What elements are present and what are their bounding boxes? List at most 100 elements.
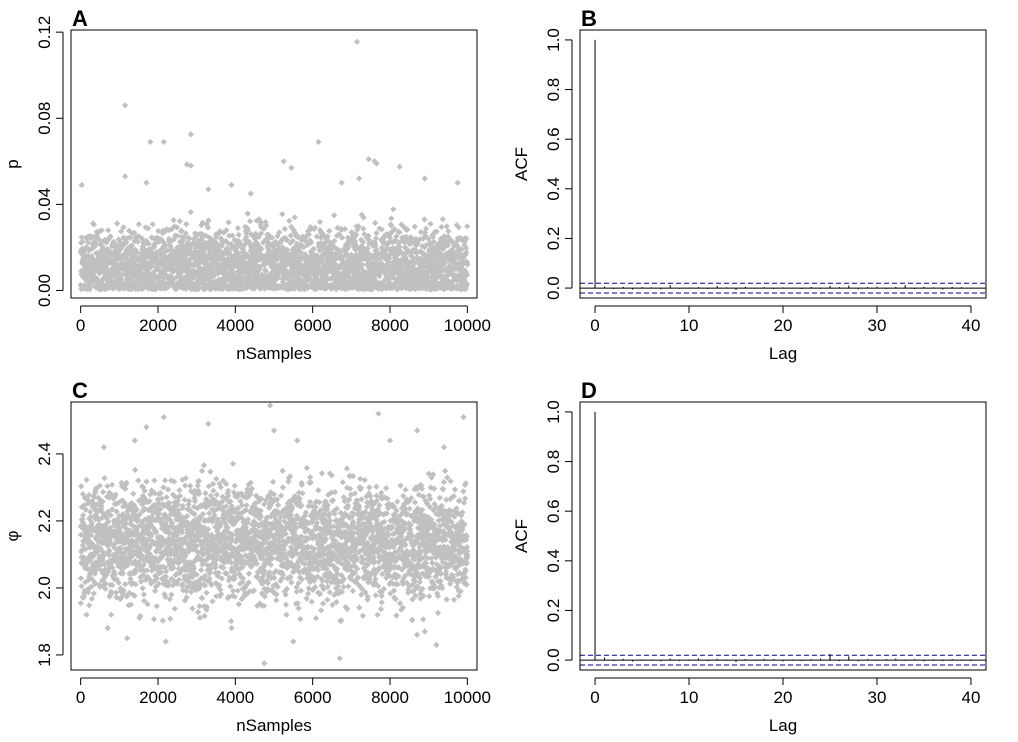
data-point	[112, 589, 120, 596]
x-tick-label: 6000	[294, 316, 332, 335]
data-point	[187, 131, 195, 138]
data-point	[160, 138, 167, 146]
data-point	[243, 502, 250, 509]
data-point	[445, 228, 452, 235]
data-point	[77, 575, 85, 582]
data-point	[225, 219, 232, 226]
data-point	[161, 477, 169, 484]
data-point	[234, 587, 241, 594]
data-point	[355, 175, 363, 182]
data-point	[316, 218, 324, 226]
x-axis-title: Lag	[769, 344, 797, 363]
data-point	[170, 216, 177, 224]
data-point	[101, 475, 108, 482]
data-point	[464, 223, 471, 230]
data-point	[113, 220, 121, 227]
data-point	[83, 476, 90, 484]
data-point	[78, 483, 85, 490]
data-point	[183, 220, 190, 228]
data-point	[247, 190, 254, 197]
data-point	[79, 238, 86, 245]
data-point	[182, 482, 189, 489]
x-tick-label: 10000	[444, 316, 491, 335]
data-point	[163, 494, 170, 501]
data-point	[200, 462, 208, 469]
data-point	[88, 595, 96, 602]
data-point	[151, 477, 158, 484]
data-point	[171, 605, 179, 612]
y-tick-label: 0.00	[35, 274, 54, 307]
data-point	[159, 617, 166, 624]
x-tick-label: 20	[774, 316, 793, 335]
data-point	[279, 210, 286, 218]
x-tick-label: 0	[76, 316, 85, 335]
y-tick-label: 0.4	[544, 177, 563, 201]
data-point	[338, 179, 345, 186]
data-point	[286, 217, 293, 224]
data-point	[209, 598, 216, 605]
data-point	[231, 482, 238, 490]
data-point	[78, 234, 85, 241]
data-point	[421, 175, 428, 182]
x-tick-label: 2000	[139, 316, 177, 335]
data-point	[390, 206, 397, 213]
data-point	[108, 611, 115, 618]
data-point	[93, 240, 100, 247]
scatter-points	[77, 402, 471, 667]
data-point	[118, 228, 125, 235]
data-point	[187, 482, 194, 490]
panel-letter: B	[581, 6, 597, 31]
data-point	[438, 223, 445, 231]
data-point	[140, 591, 148, 598]
data-point	[194, 608, 202, 616]
data-point	[77, 600, 84, 607]
data-point	[315, 138, 322, 146]
data-point	[105, 227, 112, 234]
data-point	[135, 221, 142, 228]
scatter-points	[77, 38, 471, 293]
panel-c: 0 2000 4000 6000 8000 10000nSamples1.82.02.22…	[3, 378, 491, 735]
data-point	[122, 581, 129, 588]
data-point	[78, 181, 85, 189]
data-point	[235, 601, 243, 608]
data-point	[181, 496, 188, 503]
data-point	[150, 615, 158, 623]
data-point	[78, 583, 85, 590]
y-tick-label: 0.04	[35, 188, 54, 221]
y-tick-label: 1.0	[544, 28, 563, 52]
data-point	[246, 218, 254, 225]
x-tick-label: 30	[868, 316, 887, 335]
panel-letter: A	[72, 6, 88, 31]
data-point	[353, 38, 361, 45]
x-tick-label: 8000	[371, 316, 409, 335]
x-tick-label: 10	[680, 316, 699, 335]
data-point	[198, 566, 205, 574]
data-point	[245, 570, 253, 577]
data-point	[396, 163, 403, 170]
data-point	[121, 102, 129, 109]
data-point	[234, 224, 242, 232]
data-point	[104, 482, 111, 490]
data-point	[90, 590, 98, 597]
data-point	[135, 477, 142, 484]
y-tick-label: 0.2	[544, 227, 563, 251]
data-point	[203, 589, 210, 596]
data-point	[143, 179, 150, 186]
data-point	[198, 467, 206, 475]
data-point	[149, 221, 156, 228]
data-point	[388, 215, 395, 222]
data-point	[108, 481, 116, 488]
data-point	[411, 223, 418, 230]
data-point	[439, 216, 446, 223]
data-point	[123, 239, 130, 246]
x-axis-title: nSamples	[236, 344, 312, 363]
data-point	[107, 233, 114, 240]
data-point	[213, 475, 220, 483]
y-tick-label: 0.0	[544, 276, 563, 300]
y-tick-label: 0.08	[35, 102, 54, 135]
data-point	[153, 603, 160, 610]
plot-frame	[579, 29, 987, 299]
data-point	[288, 164, 295, 171]
y-axis-title: ACF	[512, 147, 531, 181]
